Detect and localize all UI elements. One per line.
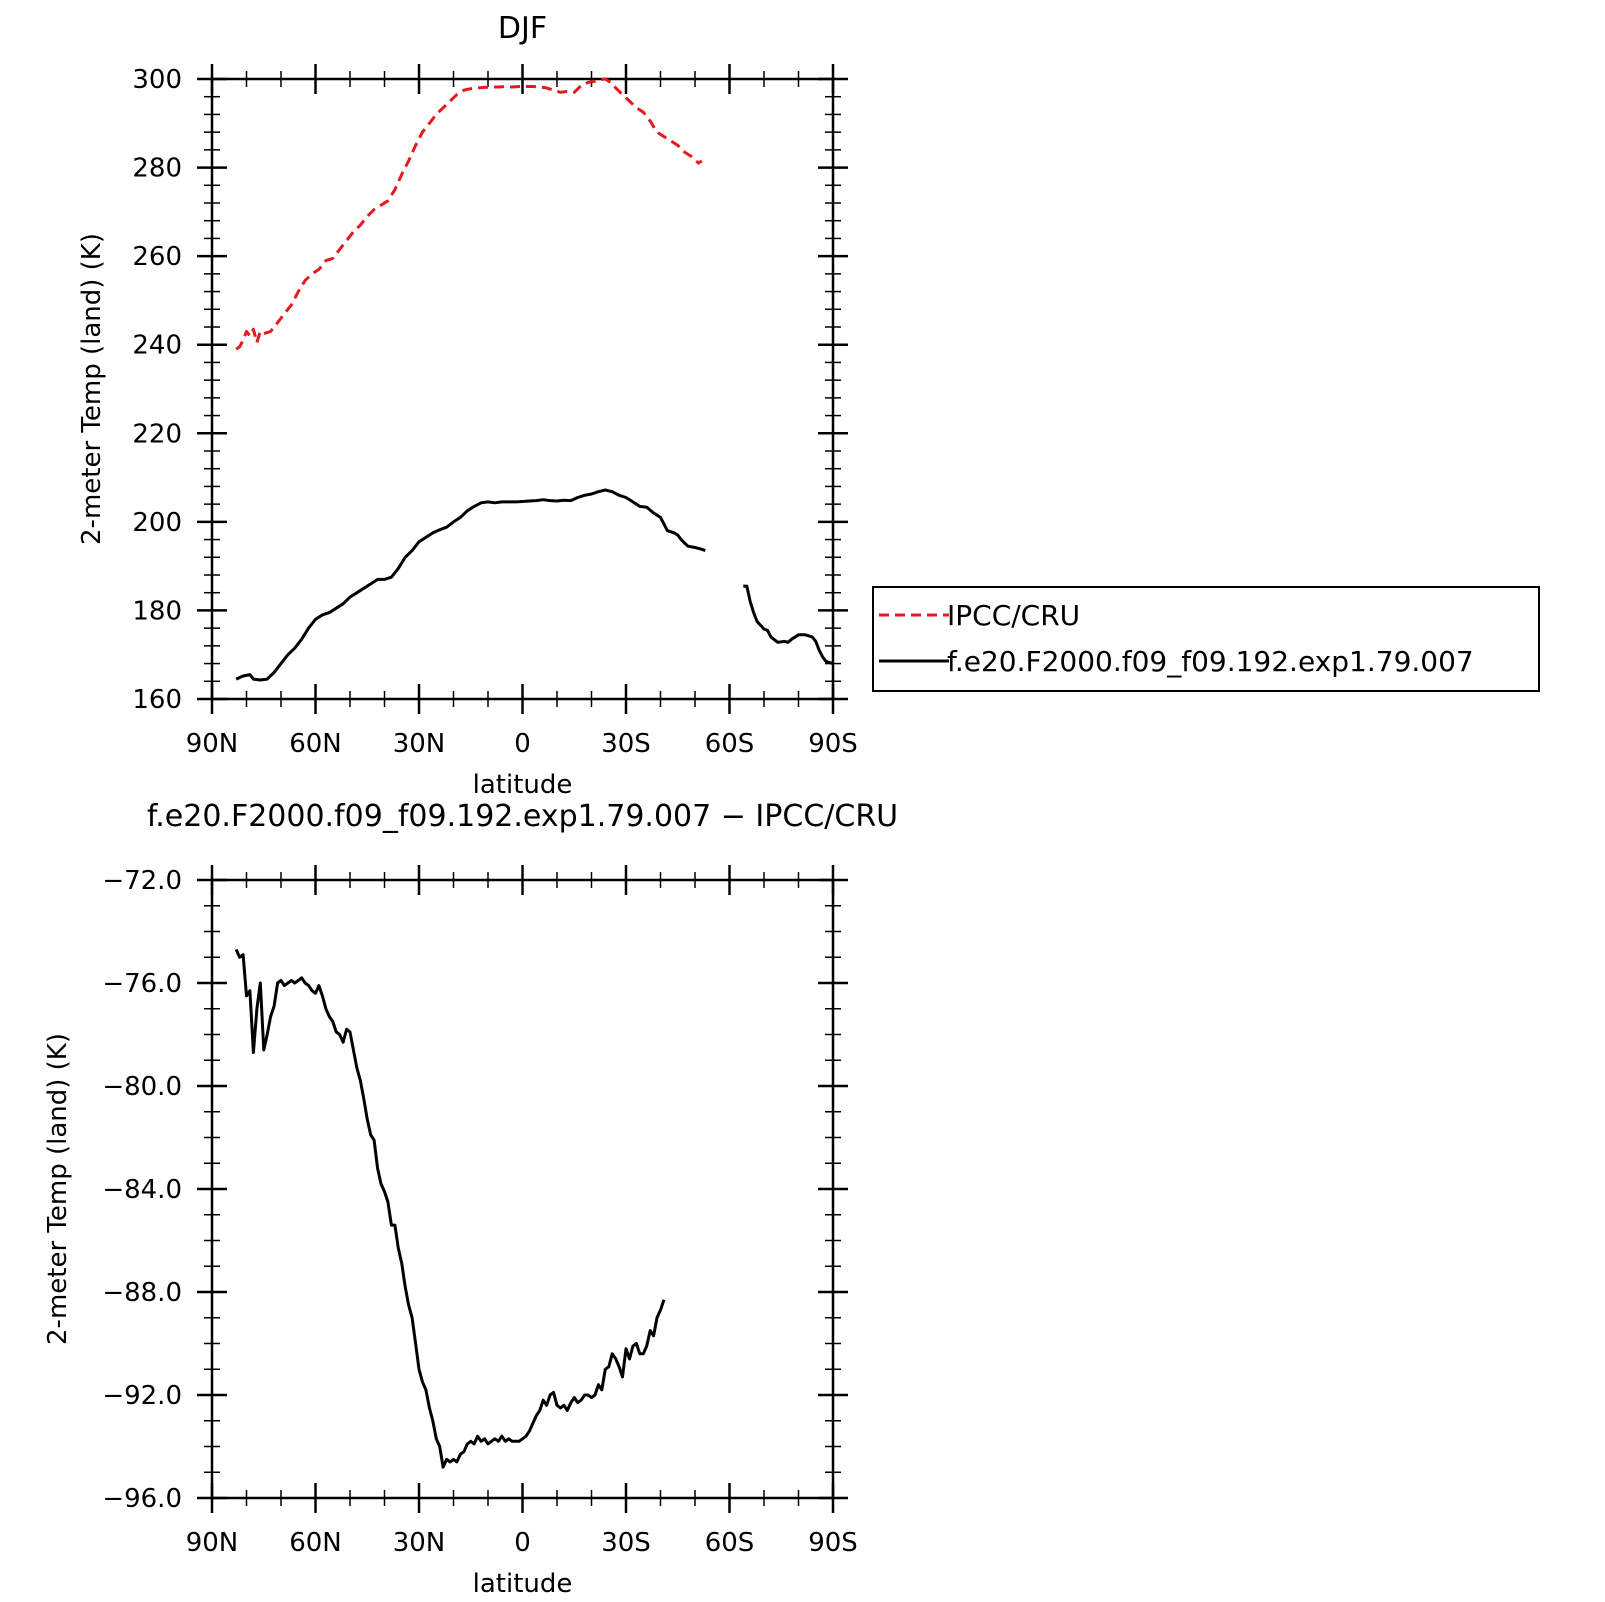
- series-line-1: [235, 488, 706, 682]
- legend-label: f.e20.F2000.f09_f09.192.exp1.79.007: [947, 645, 1474, 678]
- bottom-panel: f.e20.F2000.f09_f09.192.exp1.79.007 − IP…: [43, 799, 898, 1599]
- x-tick-label: 90S: [808, 1528, 858, 1558]
- y-tick-label: −72.0: [102, 866, 182, 896]
- x-tick-label: 90N: [186, 729, 239, 759]
- series-line-1: [743, 584, 834, 666]
- y-tick-label: 160: [132, 685, 182, 715]
- series-line-0: [235, 77, 703, 351]
- y-tick-label: 200: [132, 508, 182, 538]
- x-tick-label: 90N: [186, 1528, 239, 1558]
- y-axis-label: 2-meter Temp (land) (K): [77, 233, 107, 545]
- x-tick-label: 0: [514, 1528, 531, 1558]
- x-tick-label: 60S: [705, 1528, 755, 1558]
- legend-label: IPCC/CRU: [947, 599, 1080, 632]
- y-tick-label: −96.0: [102, 1484, 182, 1514]
- x-tick-label: 60S: [705, 729, 755, 759]
- x-axis-label: latitude: [473, 770, 573, 800]
- y-tick-label: 180: [132, 596, 182, 626]
- y-tick-label: 280: [132, 154, 182, 184]
- x-tick-label: 90S: [808, 729, 858, 759]
- x-tick-label: 60N: [289, 729, 342, 759]
- x-tick-label: 30N: [393, 1528, 446, 1558]
- plot-frame: [210, 77, 835, 701]
- legend: IPCC/CRU f.e20.F2000.f09_f09.192.exp1.79.…: [872, 586, 1540, 692]
- y-tick-label: 240: [132, 331, 182, 361]
- x-axis-label: latitude: [473, 1569, 573, 1599]
- legend-box: [872, 586, 1540, 692]
- y-tick-label: −76.0: [102, 969, 182, 999]
- y-tick-label: 300: [132, 65, 182, 95]
- chart-title: f.e20.F2000.f09_f09.192.exp1.79.007 − IP…: [147, 799, 898, 834]
- y-axis-label: 2-meter Temp (land) (K): [43, 1033, 73, 1345]
- y-tick-label: −92.0: [102, 1381, 182, 1411]
- plot-frame: [210, 878, 835, 1500]
- y-tick-label: −88.0: [102, 1278, 182, 1308]
- y-tick-label: 260: [132, 242, 182, 272]
- x-tick-label: 30S: [601, 729, 651, 759]
- x-tick-label: 30S: [601, 1528, 651, 1558]
- x-tick-label: 0: [514, 729, 531, 759]
- y-tick-label: 220: [132, 419, 182, 449]
- y-tick-label: −80.0: [102, 1072, 182, 1102]
- y-tick-label: −84.0: [102, 1175, 182, 1205]
- x-tick-label: 30N: [393, 729, 446, 759]
- x-tick-label: 60N: [289, 1528, 342, 1558]
- chart-title: DJF: [498, 11, 547, 46]
- series-line-0: [234, 948, 666, 1469]
